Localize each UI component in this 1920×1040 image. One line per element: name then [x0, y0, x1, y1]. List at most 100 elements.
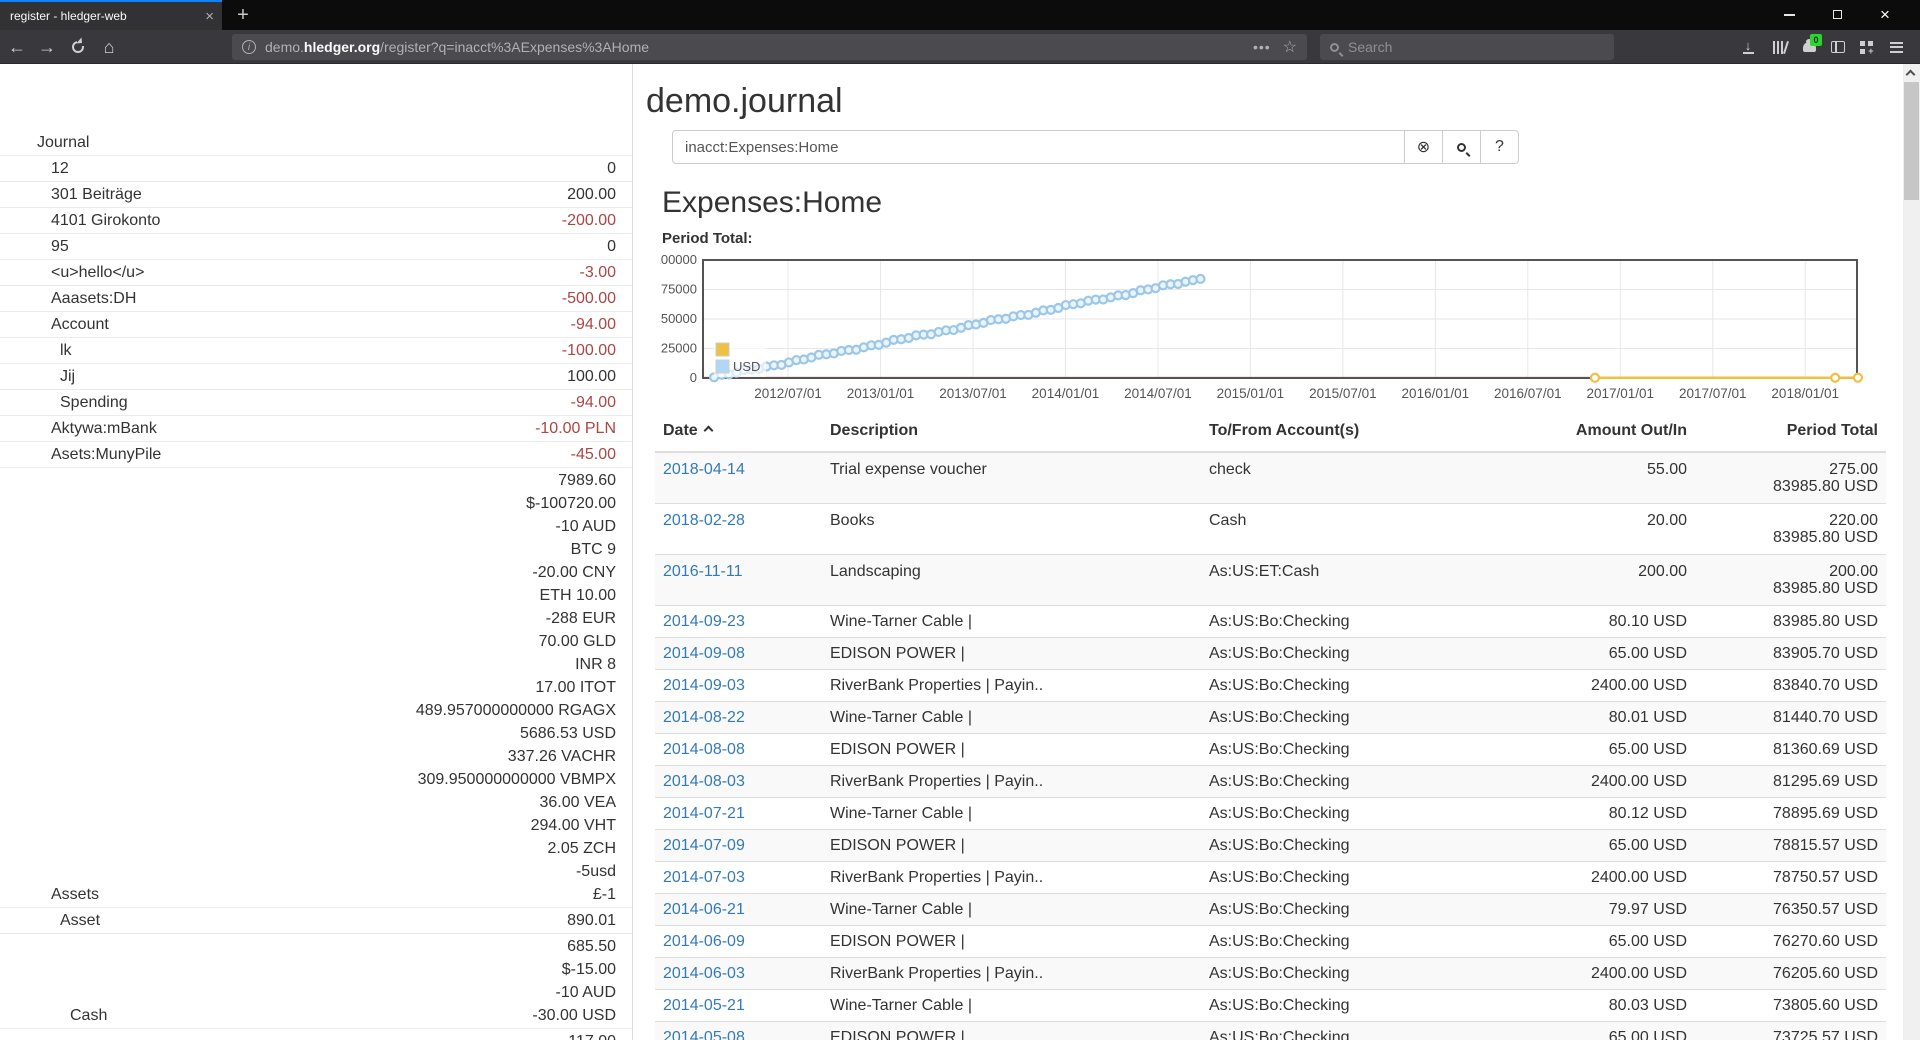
- url-bar[interactable]: i demo.hledger.org/register?q=inacct%3AE…: [232, 34, 1307, 60]
- bookmark-star-icon[interactable]: ☆: [1282, 39, 1297, 56]
- clear-query-button[interactable]: ⊗: [1405, 130, 1443, 164]
- transaction-date-link[interactable]: 2018-04-14: [663, 461, 745, 478]
- forward-button[interactable]: →: [38, 36, 56, 57]
- period-total-chart[interactable]: 0 25000 50000 75000 100000 2012/07/01 2013/01/…: [654, 250, 1884, 418]
- register-row[interactable]: 2014-06-03 RiverBank Properties | Payin..…: [655, 957, 1886, 990]
- register-row[interactable]: 2014-06-09 EDISON POWER | As:US:Bo:Checkin…: [655, 925, 1886, 958]
- account-balance: 7989.60 $-100720.00 -10 AUD BTC 9 -20.00 CNY…: [416, 469, 616, 906]
- transaction-date-link[interactable]: 2014-06-09: [663, 933, 745, 950]
- amount-out-in: 55.00: [1646, 461, 1687, 478]
- browser-search-box[interactable]: Search: [1320, 34, 1614, 60]
- register-row[interactable]: 2014-09-23 Wine-Tarner Cable | As:US:Bo:Ch…: [655, 605, 1886, 638]
- account-balance: 0: [607, 235, 616, 258]
- balance-amount: 890.01: [567, 912, 616, 929]
- sidebar-account-link[interactable]: Jij: [60, 368, 76, 385]
- transaction-date-link[interactable]: 2014-09-23: [663, 613, 745, 630]
- transaction-date-link[interactable]: 2014-05-08: [663, 1029, 745, 1040]
- window-close-button[interactable]: ×: [1880, 4, 1890, 24]
- transaction-date-link[interactable]: 2014-08-22: [663, 709, 745, 726]
- sidebar-account-link[interactable]: Asset: [60, 912, 101, 929]
- svg-text:2015/07/01: 2015/07/01: [1309, 386, 1377, 401]
- sidebar-toggle-button[interactable]: [1824, 30, 1852, 64]
- register-row[interactable]: 2018-04-14 Trial expense voucher check 55.0…: [655, 452, 1886, 504]
- balance-amount: -45.00: [570, 446, 616, 463]
- new-tab-button[interactable]: +: [237, 3, 249, 26]
- sidebar-account-link[interactable]: lk: [60, 342, 72, 359]
- register-row[interactable]: 2014-09-03 RiverBank Properties | Payin..…: [655, 669, 1886, 702]
- sidebar-account-link[interactable]: Asets:MunyPile: [51, 446, 162, 463]
- sidebar-account-link[interactable]: <u>hello</u>: [51, 264, 145, 281]
- library-button[interactable]: [1766, 30, 1794, 64]
- sidebar-account-link[interactable]: 95: [51, 238, 69, 255]
- register-row[interactable]: 2014-08-22 Wine-Tarner Cable | As:US:Bo:Ch…: [655, 701, 1886, 734]
- transaction-date-link[interactable]: 2014-07-03: [663, 869, 745, 886]
- transaction-date-link[interactable]: 2014-09-03: [663, 677, 745, 694]
- svg-text:2018/01/01: 2018/01/01: [1771, 386, 1839, 401]
- transaction-accounts: As:US:ET:Cash: [1201, 554, 1493, 606]
- transaction-date-link[interactable]: 2014-07-09: [663, 837, 745, 854]
- register-row[interactable]: 2014-09-08 EDISON POWER | As:US:Bo:Checkin…: [655, 637, 1886, 670]
- window-minimize-button[interactable]: [1766, 0, 1812, 29]
- home-button[interactable]: ⌂: [103, 36, 115, 57]
- sidebar-account-link[interactable]: Aaasets:DH: [51, 290, 137, 307]
- transaction-date-link[interactable]: 2014-05-21: [663, 997, 745, 1014]
- menu-button[interactable]: [1882, 30, 1910, 64]
- submit-search-button[interactable]: [1443, 130, 1481, 164]
- sidebar-account-link[interactable]: 12: [51, 160, 69, 177]
- site-info-icon[interactable]: i: [242, 40, 256, 54]
- period-total: 81360.69 USD: [1695, 733, 1886, 766]
- account-balance: 685.50 $-15.00 -10 AUD -30.00 USD: [532, 935, 616, 1027]
- page-actions-icon[interactable]: •••: [1252, 39, 1271, 55]
- sidebar-account-link[interactable]: Assets: [51, 886, 100, 903]
- sidebar-account-link[interactable]: Aktywa:mBank: [51, 420, 157, 437]
- scrollbar-thumb[interactable]: [1904, 82, 1919, 200]
- register-row[interactable]: 2014-08-08 EDISON POWER | As:US:Bo:Checkin…: [655, 733, 1886, 766]
- download-icon: ↓: [1742, 39, 1754, 54]
- period-total: 83985.80 USD: [1695, 605, 1886, 638]
- transaction-description: RiverBank Properties | Payin..: [822, 669, 1201, 702]
- sidebar-account-link[interactable]: 301 Beiträge: [51, 186, 142, 203]
- window-restore-button[interactable]: [1814, 0, 1860, 29]
- sidebar-account-link[interactable]: Cash: [70, 1007, 108, 1024]
- amount-out-in: 2400.00 USD: [1493, 861, 1695, 894]
- transaction-date-link[interactable]: 2016-11-11: [663, 563, 743, 580]
- tab-close-icon[interactable]: ×: [205, 7, 214, 25]
- sidebar-account-link[interactable]: 4101 Girokonto: [51, 212, 161, 229]
- register-row[interactable]: 2014-07-21 Wine-Tarner Cable | As:US:Bo:Ch…: [655, 797, 1886, 830]
- register-row[interactable]: 2014-07-03 RiverBank Properties | Payin..…: [655, 861, 1886, 894]
- register-row[interactable]: 2016-11-11 Landscaping As:US:ET:Cash 200.00…: [655, 554, 1886, 606]
- register-row[interactable]: 2014-08-03 RiverBank Properties | Payin..…: [655, 765, 1886, 798]
- sidebar-account-link[interactable]: Spending: [60, 394, 128, 411]
- sidebar-account-link[interactable]: Account: [51, 316, 109, 333]
- transaction-date-link[interactable]: 2014-06-03: [663, 965, 745, 982]
- scroll-up-icon[interactable]: [1905, 69, 1916, 80]
- apps-button[interactable]: +: [1852, 30, 1880, 64]
- transaction-date-link[interactable]: 2014-08-08: [663, 741, 745, 758]
- reload-button[interactable]: [63, 30, 93, 64]
- query-input[interactable]: [672, 130, 1405, 164]
- transaction-date-link[interactable]: 2014-08-03: [663, 773, 745, 790]
- transaction-date-link[interactable]: 2014-06-21: [663, 901, 745, 918]
- page-scrollbar[interactable]: [1903, 64, 1920, 1040]
- register-row[interactable]: 2014-07-09 EDISON POWER | As:US:Bo:Checkin…: [655, 829, 1886, 862]
- register-row[interactable]: 2014-05-21 Wine-Tarner Cable | As:US:Bo:Ch…: [655, 989, 1886, 1022]
- sidebar-divider: [632, 64, 633, 1040]
- sidebar-journal-link[interactable]: Journal: [37, 134, 90, 151]
- transaction-date-link[interactable]: 2018-02-28: [663, 512, 745, 529]
- search-help-button[interactable]: ?: [1481, 130, 1519, 164]
- account-balance: -94.00: [571, 313, 616, 336]
- register-row[interactable]: 2014-05-08 EDISON POWER | As:US:Bo:Checkin…: [655, 1021, 1886, 1040]
- sidebar-account-row: 12 0: [0, 155, 632, 181]
- active-tab[interactable]: register - hledger-web ×: [0, 0, 222, 30]
- transaction-date-link[interactable]: 2014-07-21: [663, 805, 745, 822]
- back-button[interactable]: ←: [8, 36, 26, 57]
- register-row[interactable]: 2014-06-21 Wine-Tarner Cable | As:US:Bo:Ch…: [655, 893, 1886, 926]
- transaction-description: EDISON POWER |: [822, 1021, 1201, 1040]
- column-header-date[interactable]: Date: [655, 412, 822, 453]
- extension-button[interactable]: 0: [1795, 30, 1823, 64]
- register-row[interactable]: 2018-02-28 Books Cash 20.00 220.00 83985.80 U…: [655, 503, 1886, 555]
- downloads-button[interactable]: ↓: [1734, 30, 1762, 64]
- transaction-date-link[interactable]: 2014-09-08: [663, 645, 745, 662]
- amount-out-in: 80.12 USD: [1493, 797, 1695, 830]
- period-total: 81295.69 USD: [1695, 765, 1886, 798]
